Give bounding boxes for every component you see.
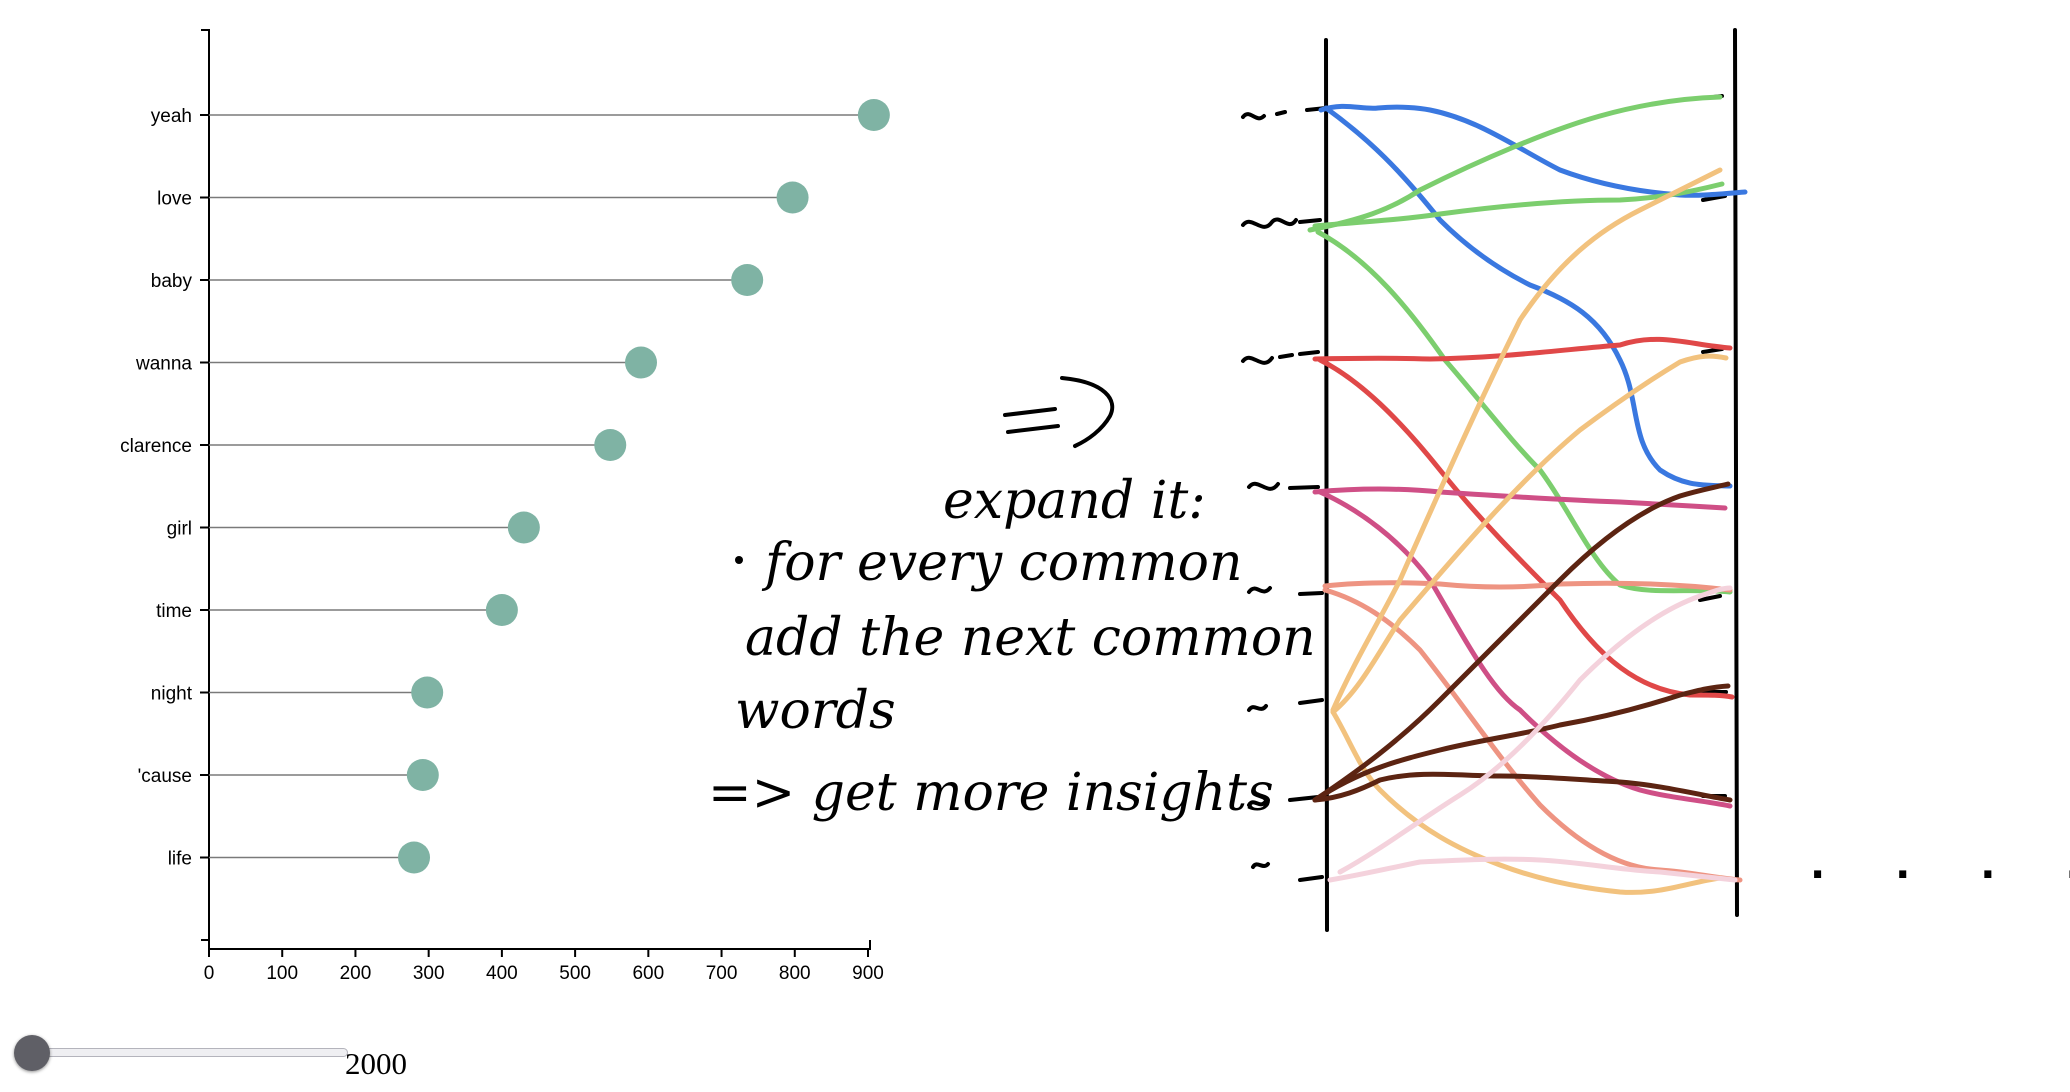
sketch-ellipsis: . . . . — [1810, 842, 2070, 888]
x-tick-label: 500 — [559, 963, 591, 984]
sketch-rank-line — [1317, 489, 1733, 809]
sketch-left-tick — [1241, 106, 1328, 121]
sketch-right-tick — [1701, 194, 1727, 202]
category-label: 'cause — [138, 766, 192, 787]
sketch-rank-line — [1312, 771, 1733, 803]
x-tick-label: 300 — [413, 963, 445, 984]
sketch-rank-line — [1312, 336, 1733, 362]
lollipop-chart: yeah love baby wanna clarence girl time night 'c… — [120, 29, 890, 984]
lollipop-dot — [776, 181, 809, 214]
annotation-bullet — [735, 556, 743, 564]
x-axis-line — [208, 940, 871, 950]
category-label: yeah — [151, 106, 192, 127]
sketch-rank-line — [1323, 105, 1733, 489]
x-tick-label: 400 — [486, 963, 518, 984]
sketch-rank-line — [1330, 167, 1723, 713]
x-axis-ticks: 0 100 200 300 400 500 600 700 800 900 — [204, 949, 884, 984]
x-tick-label: 700 — [706, 963, 738, 984]
y-axis-line — [201, 29, 210, 941]
bump-chart-sketch: . . . . — [1241, 28, 2070, 932]
lollipop-dot — [485, 594, 518, 626]
lollipop-dot — [594, 429, 627, 461]
sketch-rank-line — [1312, 181, 1725, 229]
sketch-rank-line — [1312, 683, 1731, 803]
x-tick-label: 200 — [340, 963, 372, 984]
sketch-left-tick — [1247, 586, 1324, 596]
sketch-left-tick — [1247, 698, 1324, 712]
x-tick-label: 900 — [852, 963, 884, 984]
sketch-rank-line — [1318, 103, 1748, 198]
category-label: girl — [167, 519, 192, 540]
x-tick-label: 0 — [204, 963, 215, 984]
lollipop-dot — [625, 346, 658, 379]
category-label: time — [156, 601, 192, 622]
x-tick-label: 100 — [266, 963, 298, 984]
sketch-rank-lines — [1307, 94, 1748, 895]
x-tick-label: 800 — [779, 963, 811, 984]
y-axis-ticks: yeah love baby wanna clarence girl time night 'c… — [120, 106, 209, 870]
sketch-rank-line — [1337, 585, 1733, 875]
annotation-line-5: => get more insights — [708, 763, 1274, 823]
category-label: life — [168, 849, 192, 870]
sketch-tick-marks — [1241, 94, 1728, 882]
category-label: clarence — [120, 436, 192, 457]
sketch-rank-line — [1330, 709, 1723, 895]
sketch-rank-line — [1307, 94, 1723, 233]
lollipop-dot — [398, 841, 431, 874]
sketch-right-tick — [1698, 594, 1722, 602]
category-label: love — [157, 189, 192, 210]
sketch-left-axis — [1324, 38, 1329, 932]
sketch-rank-line — [1330, 353, 1729, 715]
category-label: wanna — [135, 354, 192, 375]
lollipop-dot — [406, 759, 439, 791]
sketch-left-tick — [1241, 217, 1322, 229]
annotation-line-4: words — [735, 681, 896, 741]
sketch-right-tick — [1701, 347, 1724, 354]
lollipop-dot — [507, 511, 540, 544]
category-label: night — [151, 684, 193, 705]
annotation-line-2: for every common — [761, 533, 1242, 593]
lollipop-dot — [731, 264, 764, 296]
lollipop-dots — [398, 99, 890, 874]
sketch-rank-line — [1327, 856, 1738, 883]
sketch-rank-line — [1322, 580, 1733, 593]
sketch-left-tick — [1247, 795, 1320, 807]
sketch-rank-line — [1315, 229, 1733, 595]
annotation-line-1: expand it: — [943, 471, 1206, 531]
handwritten-annotation: expand it: for every common add the next… — [708, 376, 1316, 823]
sketch-left-tick — [1251, 862, 1324, 882]
lollipop-stems — [209, 114, 874, 859]
slider-value-label: 2000 — [345, 1046, 407, 1081]
sketch-right-axis — [1733, 28, 1739, 917]
annotation-arrow-top — [1003, 376, 1115, 448]
sketch-left-tick — [1247, 481, 1320, 491]
sketch-rank-line — [1312, 486, 1728, 511]
slider-thumb[interactable] — [14, 1035, 50, 1071]
year-slider[interactable] — [14, 1035, 348, 1075]
annotation-line-3: add the next common — [745, 608, 1316, 668]
lollipop-dot — [411, 676, 444, 709]
sketch-left-tick — [1241, 350, 1320, 365]
lollipop-dot — [857, 99, 890, 131]
slider-track[interactable] — [32, 1048, 348, 1057]
sketch-rank-line — [1312, 481, 1731, 803]
x-tick-label: 600 — [632, 963, 664, 984]
category-label: baby — [151, 271, 193, 292]
